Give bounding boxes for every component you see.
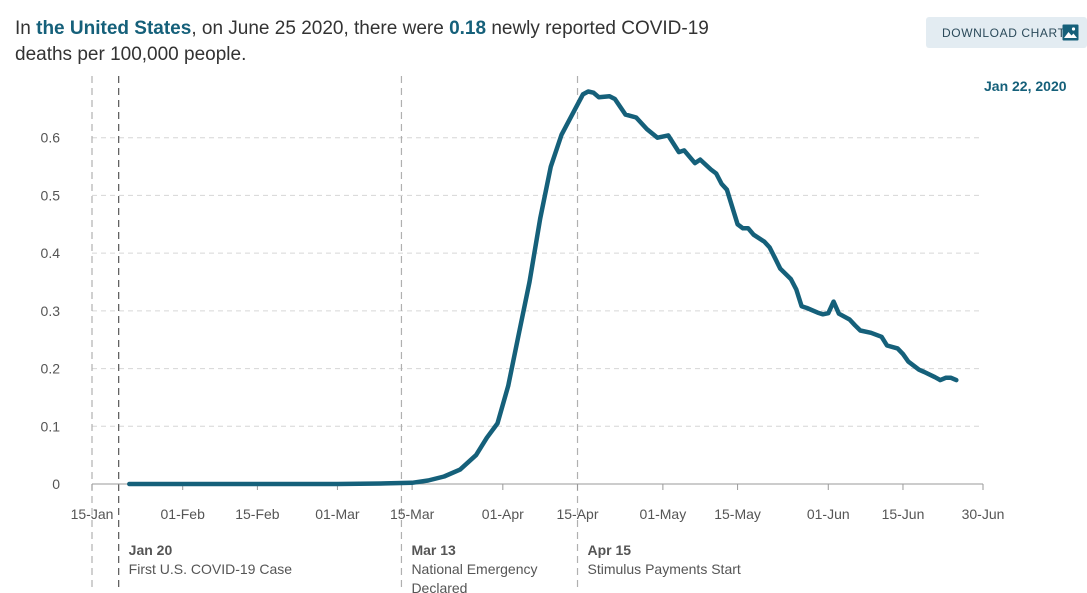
y-tick-label: 0.6 bbox=[41, 130, 61, 146]
x-tick-label: 01-Feb bbox=[161, 506, 206, 522]
annotation-text: Stimulus Payments Start bbox=[588, 561, 741, 577]
annotation-title: Mar 13 bbox=[411, 542, 456, 558]
grid-layer bbox=[92, 137, 983, 427]
y-tick-label: 0.2 bbox=[41, 361, 61, 377]
headline-location[interactable]: the United States bbox=[36, 18, 192, 39]
download-chart-button[interactable]: DOWNLOAD CHART bbox=[926, 17, 1087, 48]
image-icon bbox=[1062, 24, 1079, 41]
headline-value: 0.18 bbox=[449, 18, 487, 39]
x-tick-label: 01-Apr bbox=[482, 506, 524, 522]
headline-suffix: newly reported COVID-19 deaths per 100,0… bbox=[15, 18, 709, 65]
x-tick-label: 01-Jun bbox=[807, 506, 850, 522]
x-tick-label: 01-May bbox=[640, 506, 687, 522]
download-chart-label: DOWNLOAD CHART bbox=[942, 25, 1066, 40]
y-tick-label: 0.1 bbox=[41, 418, 61, 434]
y-axis: 0 0.1 0.2 0.3 0.4 0.5 0.6 bbox=[41, 130, 61, 492]
annotation-title: Jan 20 bbox=[129, 542, 173, 558]
y-tick-label: 0.4 bbox=[41, 245, 61, 261]
annotation-text: First U.S. COVID-19 Case bbox=[129, 561, 293, 577]
x-tick-label: 15-Jun bbox=[882, 506, 925, 522]
headline-prefix: In bbox=[15, 18, 37, 39]
x-tick-label: 15-Apr bbox=[556, 506, 598, 522]
headline-mid: , on June 25 2020, there were bbox=[191, 18, 450, 39]
x-tick-label: 15-Jan bbox=[71, 506, 114, 522]
deaths-series-line bbox=[127, 89, 959, 487]
x-tick-label: 15-May bbox=[714, 506, 761, 522]
y-tick-label: 0 bbox=[52, 476, 60, 492]
annotation-text: Declared bbox=[411, 580, 467, 593]
series-layer bbox=[127, 89, 959, 487]
x-tick-label: 15-Feb bbox=[235, 506, 280, 522]
annotation-text: National Emergency bbox=[411, 561, 537, 577]
x-tick-label: 01-Mar bbox=[315, 506, 360, 522]
annotation-title: Apr 15 bbox=[588, 542, 632, 558]
x-tick-label: 30-Jun bbox=[962, 506, 1005, 522]
hover-date-label: Jan 22, 2020 bbox=[984, 78, 1067, 94]
chart-headline: In the United States, on June 25 2020, t… bbox=[15, 16, 735, 68]
y-tick-label: 0.3 bbox=[41, 303, 61, 319]
annotation-layer: Jan 20 First U.S. COVID-19 Case Mar 13 Nati… bbox=[91, 76, 741, 593]
y-tick-label: 0.5 bbox=[41, 187, 61, 203]
x-tick-label: 15-Mar bbox=[390, 506, 435, 522]
x-axis: 15-Jan 01-Feb 15-Feb 01-Mar 15-Mar 01-Apr 15-A… bbox=[71, 483, 1005, 522]
